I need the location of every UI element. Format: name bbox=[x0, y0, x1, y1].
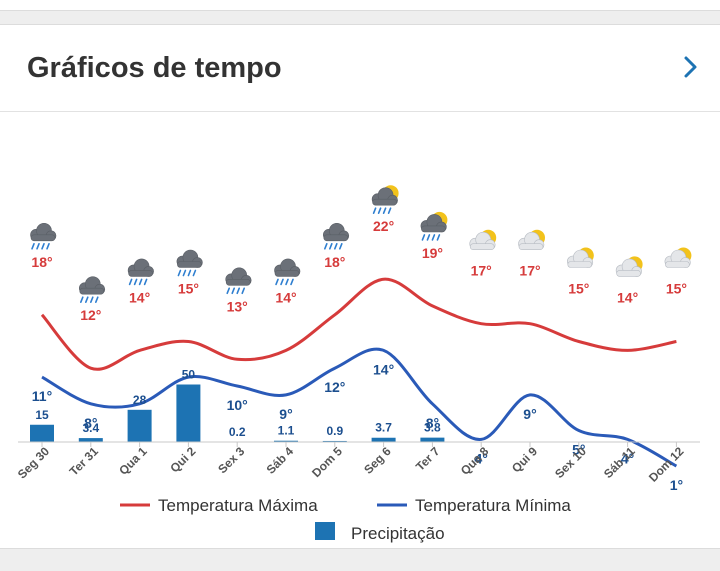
precip-value-label: 28 bbox=[133, 393, 147, 407]
precip-value-label: 3.4 bbox=[82, 421, 99, 435]
min-temp-label: 10° bbox=[227, 397, 248, 413]
precip-bar bbox=[127, 409, 152, 442]
max-temp-label: 15° bbox=[568, 281, 589, 297]
max-temp-label: 18° bbox=[31, 254, 52, 270]
legend-precip-swatch bbox=[315, 522, 335, 540]
sun-cloud-icon bbox=[469, 229, 497, 251]
min-temp-label: 11° bbox=[32, 388, 52, 404]
x-tick-label: Dom 5 bbox=[309, 444, 345, 480]
rain-icon bbox=[176, 249, 203, 277]
weather-charts-card: Gráficos de tempo 18°11°12°8°14°8°15°11°… bbox=[0, 24, 720, 549]
x-tick-label: Seg 30 bbox=[15, 444, 52, 481]
precip-bar bbox=[30, 424, 54, 442]
rain-icon bbox=[225, 267, 252, 295]
legend-max-label: Temperatura Máxima bbox=[158, 496, 318, 515]
x-tick-label: Ter 31 bbox=[67, 444, 102, 479]
min-temp-label: 8° bbox=[426, 415, 439, 431]
min-temp-label: 4° bbox=[621, 450, 634, 466]
max-temp-line bbox=[40, 277, 677, 371]
min-temp-label: 4° bbox=[475, 450, 488, 466]
max-temp-label: 14° bbox=[617, 289, 638, 305]
rain-icon bbox=[30, 222, 57, 250]
min-temp-line bbox=[41, 347, 678, 468]
rain-icon bbox=[78, 276, 106, 303]
card-title: Gráficos de tempo bbox=[27, 52, 282, 84]
precip-value-label: 0.2 bbox=[229, 425, 246, 439]
precip-value-label: 50 bbox=[182, 368, 196, 382]
max-temp-label: 19° bbox=[422, 245, 443, 261]
legend-min-label: Temperatura Mínima bbox=[415, 496, 571, 515]
min-temp-label: 8° bbox=[84, 415, 97, 431]
max-temp-label: 14° bbox=[129, 289, 150, 305]
x-tick-label: Qua 1 bbox=[116, 444, 150, 478]
x-tick-label: Ter 7 bbox=[413, 444, 443, 474]
max-temp-label: 12° bbox=[80, 307, 101, 323]
x-tick-label: Qui 9 bbox=[509, 444, 540, 475]
max-temp-label: 15° bbox=[666, 281, 687, 297]
max-temp-label: 14° bbox=[275, 289, 296, 305]
max-temp-label: 18° bbox=[324, 254, 345, 270]
precip-bar bbox=[274, 440, 298, 442]
max-temp-label: 15° bbox=[178, 281, 199, 297]
min-temp-label: 5° bbox=[572, 442, 585, 458]
rain-icon bbox=[274, 258, 301, 286]
sun-cloud-rain-icon bbox=[371, 185, 399, 214]
precip-value-label: 0.9 bbox=[326, 424, 343, 438]
precip-value-label: 3.8 bbox=[424, 421, 441, 435]
precip-bar bbox=[78, 438, 103, 442]
sun-cloud-icon bbox=[615, 256, 643, 277]
min-temp-label: 9° bbox=[279, 406, 292, 422]
cloud-rain-icon bbox=[322, 222, 350, 250]
legend: Temperatura Máxima Temperatura Mínima Pr… bbox=[120, 496, 571, 543]
x-tick-label: Sáb 4 bbox=[264, 444, 297, 477]
x-tick-label: Sex 10 bbox=[552, 444, 589, 481]
weather-chart: 18°11°12°8°14°8°15°11°13°10°14°9°18°12°2… bbox=[15, 185, 700, 543]
max-temp-label: 13° bbox=[227, 298, 248, 314]
x-tick-label: Qui 2 bbox=[167, 444, 198, 475]
sun-cloud-icon bbox=[566, 247, 594, 268]
precip-bar bbox=[176, 384, 201, 442]
sun-cloud-icon bbox=[664, 247, 692, 268]
card-header: Gráficos de tempo bbox=[0, 25, 720, 112]
rain-icon bbox=[127, 258, 155, 286]
min-temp-label: 12° bbox=[324, 379, 345, 395]
sun-cloud-rain-icon bbox=[420, 211, 448, 241]
max-temp-label: 17° bbox=[471, 263, 492, 279]
x-tick-label: Sex 3 bbox=[215, 444, 247, 476]
chevron-right-icon[interactable] bbox=[678, 55, 702, 79]
max-temp-label: 17° bbox=[519, 263, 540, 279]
precip-value-label: 15 bbox=[35, 408, 49, 422]
min-temp-label: 1° bbox=[670, 477, 683, 493]
x-tick-label: Seg 6 bbox=[361, 444, 394, 477]
precip-bar bbox=[322, 440, 347, 442]
top-strip bbox=[0, 0, 720, 11]
min-temp-label: 14° bbox=[373, 361, 394, 377]
max-temp-label: 22° bbox=[373, 218, 394, 234]
precip-value-label: 3.7 bbox=[375, 421, 392, 435]
min-temp-label: 9° bbox=[523, 406, 536, 422]
sun-cloud-icon bbox=[518, 229, 545, 251]
precip-bar bbox=[420, 437, 445, 442]
legend-precip-label: Precipitação bbox=[351, 524, 445, 543]
precip-value-label: 1.1 bbox=[278, 424, 295, 438]
precip-bar bbox=[371, 437, 396, 442]
